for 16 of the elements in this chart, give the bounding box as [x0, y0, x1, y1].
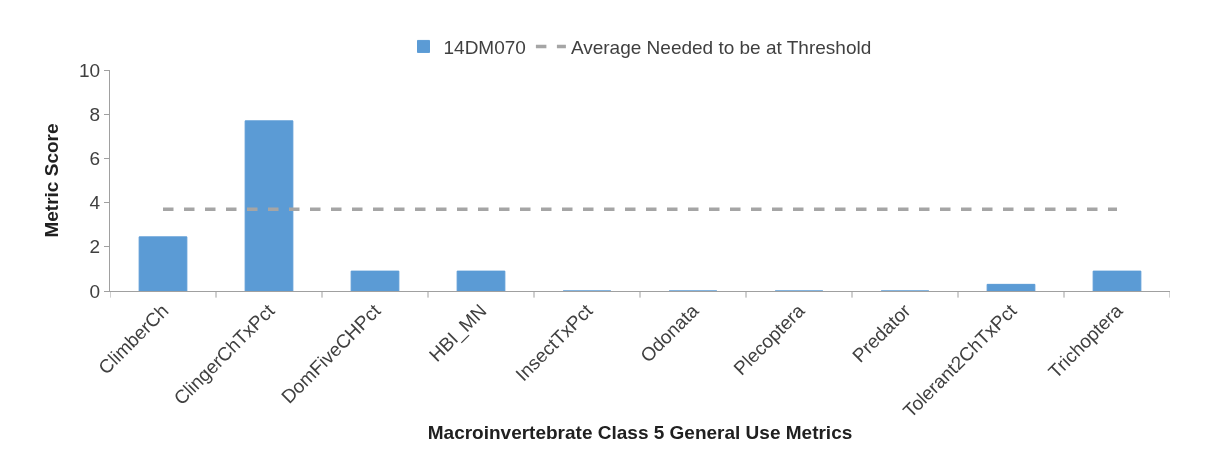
bar: [1092, 270, 1142, 291]
y-tick-label: 8: [89, 103, 101, 125]
bar: [986, 283, 1036, 291]
y-tick-label: 2: [89, 236, 101, 258]
bar: [138, 236, 188, 291]
y-tick-label: 4: [89, 192, 101, 214]
bar: [244, 120, 294, 291]
legend-label: Average Needed to be at Threshold: [570, 36, 872, 58]
y-tick-label: 0: [89, 280, 101, 302]
bar: [350, 270, 400, 291]
y-tick-label: 6: [89, 148, 101, 170]
x-axis-title: Macroinvertebrate Class 5 General Use Metrics: [427, 422, 853, 444]
legend-label: 14DM070: [443, 36, 526, 58]
y-axis-title: Metric Score: [40, 123, 62, 238]
bar: [456, 270, 506, 291]
y-tick-label: 10: [79, 59, 101, 81]
